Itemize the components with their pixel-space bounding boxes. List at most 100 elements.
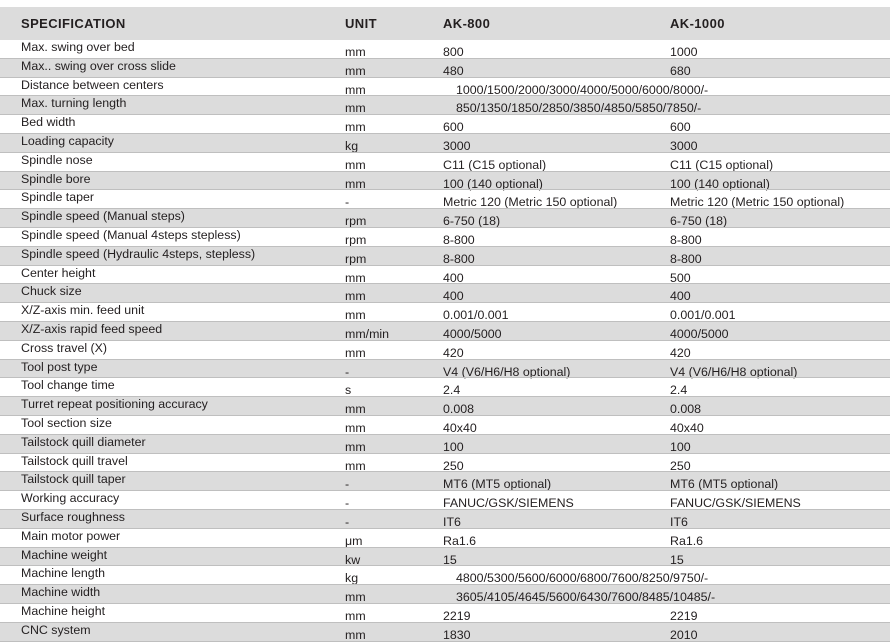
unit-cell: mm (345, 608, 366, 623)
spec-label: Machine height (21, 603, 106, 618)
unit-cell: mm (345, 308, 366, 323)
spec-label: X/Z-axis min. feed unit (21, 303, 145, 318)
unit-cell: s (345, 383, 352, 398)
ak-800-value: 3000 (443, 138, 471, 153)
ak-1000-value: FANUC/GSK/SIEMENS (670, 496, 801, 511)
ak-800-value: 100 (443, 439, 464, 454)
table-row: Tool change time s 2.4 2.4 (0, 378, 890, 397)
ak-1000-value: 15 (670, 552, 684, 567)
unit-cell: mm (345, 82, 366, 97)
ak-800-value: 1830 (443, 627, 471, 642)
ak-800-value: 600 (443, 120, 464, 135)
table-row: Center height mm 400 500 (0, 266, 890, 285)
table-row: Bed width mm 600 600 (0, 115, 890, 134)
ak-800-value: 8-800 (443, 232, 475, 247)
ak-1000-value: 100 (140 optional) (670, 176, 770, 191)
unit-cell: mm (345, 289, 366, 304)
ak-800-value: IT6 (443, 514, 461, 529)
ak-1000-value: C11 (C15 optional) (670, 157, 774, 172)
ak-800-value: 480 (443, 63, 464, 78)
unit-cell: μm (345, 533, 363, 548)
unit-cell: mm (345, 45, 366, 59)
ak-800-value: 400 (443, 270, 464, 285)
ak-1000-value: 400 (670, 289, 691, 304)
table-row: Spindle speed (Manual steps) rpm 6-750 (18… (0, 209, 890, 228)
table-row: Tailstock quill taper - MT6 (MT5 optional)… (0, 472, 890, 491)
spec-label: Spindle nose (21, 152, 93, 167)
ak-800-value: 2219 (443, 608, 471, 623)
ak-800-value: 40x40 (443, 420, 477, 435)
spec-label: Center height (21, 265, 96, 280)
table-row: Working accuracy - FANUC/GSK/SIEMENS FANUC/… (0, 491, 890, 510)
ak-800-value: 0.008 (443, 402, 475, 417)
shared-value-cell: 850/1350/1850/2850/3850/4850/5850/7850/- (456, 101, 702, 116)
spec-label: Max. turning length (21, 96, 127, 111)
spec-label: Spindle speed (Manual 4steps stepless) (21, 227, 241, 242)
unit-cell: mm (345, 439, 366, 454)
table-row: Tool section size mm 40x40 40x40 (0, 416, 890, 435)
ak-1000-value: 2219 (670, 608, 698, 623)
ak-800-value: 400 (443, 289, 464, 304)
spec-label: Working accuracy (21, 491, 120, 506)
unit-cell: kw (345, 552, 361, 567)
ak-1000-value: IT6 (670, 514, 688, 529)
table-row: Machine width mm 3605/4105/4645/5600/6430/… (0, 585, 890, 604)
table-row: Tool post type - V4 (V6/H6/H8 optional) V4 … (0, 359, 890, 379)
header-unit: UNIT (345, 16, 377, 31)
unit-cell: mm (345, 176, 366, 191)
ak-800-value: 15 (443, 552, 457, 567)
unit-cell: kg (345, 138, 359, 153)
ak-1000-value: 0.001/0.001 (670, 308, 736, 323)
ak-1000-value: 4000/5000 (670, 326, 729, 341)
shared-value-cell: 1000/1500/2000/3000/4000/5000/6000/8000/… (456, 82, 709, 97)
spec-label: Max. swing over bed (21, 40, 135, 54)
unit-cell: mm (345, 420, 366, 435)
spec-label: Machine width (21, 585, 101, 600)
ak-1000-value: 100 (670, 439, 691, 454)
ak-800-value: 100 (140 optional) (443, 176, 543, 191)
spec-label: Main motor power (21, 528, 121, 543)
table-row: Max. turning length mm 850/1350/1850/2850/… (0, 96, 890, 115)
spec-label: Cross travel (X) (21, 340, 108, 355)
unit-cell: mm/min (345, 326, 390, 341)
unit-cell: - (345, 364, 350, 379)
unit-cell: - (345, 477, 350, 492)
unit-cell: - (345, 514, 350, 529)
ak-800-value: V4 (V6/H6/H8 optional) (443, 364, 571, 379)
ak-1000-value: 40x40 (670, 420, 704, 435)
unit-cell: rpm (345, 214, 367, 229)
unit-cell: rpm (345, 232, 367, 247)
unit-cell: mm (345, 157, 366, 172)
ak-1000-value: 8-800 (670, 232, 702, 247)
unit-cell: kg (345, 571, 359, 586)
unit-cell: mm (345, 627, 366, 642)
unit-cell: - (345, 195, 350, 210)
unit-cell: rpm (345, 251, 367, 266)
spec-table-body: Max. swing over bed mm 800 1000 Max.. swing … (0, 40, 890, 642)
ak-1000-value: 250 (670, 458, 691, 473)
spec-label: Tool section size (21, 415, 112, 430)
spec-label: Tool change time (21, 378, 115, 393)
table-row: Machine weight kw 15 15 (0, 547, 890, 567)
ak-1000-value: 500 (670, 270, 691, 285)
ak-1000-value: 6-750 (18) (670, 214, 728, 229)
table-row: Max. swing over bed mm 800 1000 (0, 40, 890, 59)
ak-1000-value: 2.4 (670, 383, 688, 398)
table-header: SPECIFICATION UNIT AK-800 AK-1000 (0, 7, 890, 40)
ak-1000-value: 1000 (670, 45, 698, 59)
unit-cell: mm (345, 458, 366, 473)
shared-value-cell: 3605/4105/4645/5600/6430/7600/8485/10485… (456, 590, 716, 605)
ak-1000-value: 3000 (670, 138, 698, 153)
unit-cell: mm (345, 63, 366, 78)
ak-1000-value: V4 (V6/H6/H8 optional) (670, 364, 798, 379)
table-row: Spindle taper - Metric 120 (Metric 150 opt… (0, 190, 890, 209)
ak-1000-value: 2010 (670, 627, 698, 642)
ak-1000-value: MT6 (MT5 optional) (670, 477, 779, 492)
table-row: Tailstock quill travel mm 250 250 (0, 454, 890, 473)
spec-label: Spindle taper (21, 190, 95, 205)
table-row: Surface roughness - IT6 IT6 (0, 509, 890, 529)
ak-1000-value: 8-800 (670, 251, 702, 266)
spec-label: Bed width (21, 115, 76, 130)
ak-800-value: C11 (C15 optional) (443, 157, 547, 172)
table-row: Loading capacity kg 3000 3000 (0, 133, 890, 153)
